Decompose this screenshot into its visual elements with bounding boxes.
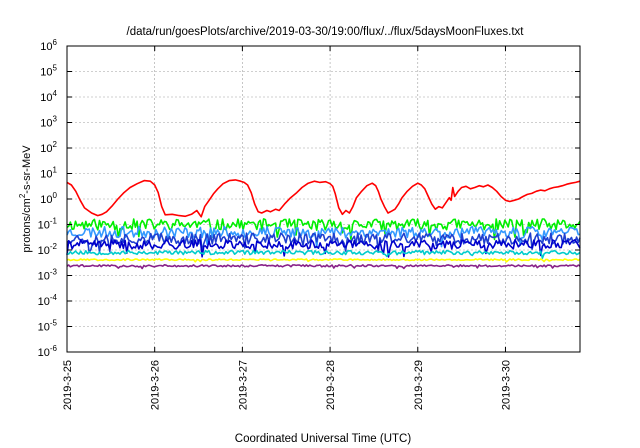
x-tick-label: 2019-3-27 — [237, 360, 249, 410]
y-tick-label: 10-3 — [38, 268, 58, 283]
y-tick-base: 10 — [40, 143, 52, 155]
y-tick-label: 102 — [40, 140, 57, 155]
y-tick-exponent: -2 — [50, 242, 58, 251]
y-tick-exponent: 3 — [53, 115, 58, 124]
y-tick-base: 10 — [38, 271, 50, 283]
y-tick-label: 100 — [40, 191, 57, 206]
x-tick-label: 2019-3-29 — [413, 360, 425, 410]
x-axis-ticks: 2019-3-25 2019-3-26 2019-3-27 2019-3-28 2019… — [62, 46, 512, 410]
y-tick-label: 104 — [40, 89, 57, 104]
y-tick-base: 10 — [38, 296, 50, 308]
y-tick-exponent: -3 — [50, 268, 58, 277]
series-line-1 — [66, 179, 581, 218]
y-tick-exponent: 6 — [53, 38, 58, 47]
y-tick-base: 10 — [40, 67, 52, 79]
y-tick-exponent: 2 — [53, 140, 58, 149]
series-line-6 — [66, 249, 581, 259]
y-axis-label-superscript: 2 — [18, 193, 27, 198]
y-tick-exponent: -6 — [50, 344, 58, 353]
y-tick-label: 105 — [40, 64, 57, 79]
y-tick-base: 10 — [38, 220, 50, 232]
series-line-7 — [66, 258, 581, 263]
x-tick-label: 2019-3-30 — [500, 360, 512, 410]
y-tick-base: 10 — [40, 169, 52, 181]
y-tick-base: 10 — [40, 92, 52, 104]
y-tick-label: 10-4 — [38, 293, 58, 308]
series-line-5 — [66, 239, 581, 258]
x-tick-label: 2019-3-26 — [150, 360, 162, 410]
y-tick-label: 10-2 — [38, 242, 58, 257]
y-tick-exponent: -4 — [50, 293, 58, 302]
y-tick-exponent: 5 — [53, 64, 58, 73]
y-tick-exponent: 0 — [53, 191, 58, 200]
y-tick-base: 10 — [40, 41, 52, 53]
y-axis-label: protons/cm2-s-sr-MeV — [18, 145, 33, 253]
y-tick-exponent: 4 — [53, 89, 58, 98]
y-tick-exponent: 1 — [53, 166, 58, 175]
y-tick-label: 106 — [40, 38, 57, 53]
y-tick-base: 10 — [40, 118, 52, 130]
x-axis-label: Coordinated Universal Time (UTC) — [235, 433, 412, 445]
chart-title: /data/run/goesPlots/archive/2019-03-30/1… — [127, 26, 525, 38]
series-layer — [66, 179, 581, 270]
y-tick-label: 10-1 — [38, 217, 58, 232]
series-line-2 — [66, 218, 581, 241]
y-tick-label: 10-5 — [38, 319, 58, 334]
y-tick-label: 10-6 — [38, 344, 58, 359]
y-tick-base: 10 — [38, 322, 50, 334]
x-tick-label: 2019-3-28 — [325, 360, 337, 410]
y-axis-ticks: 10610510410310210110010-110-210-310-410-… — [38, 38, 580, 359]
x-tick-label: 2019-3-25 — [62, 360, 74, 410]
y-tick-exponent: -5 — [50, 319, 58, 328]
series-line-8 — [66, 264, 581, 270]
y-axis-label-part1: protons/cm — [21, 198, 33, 252]
y-tick-base: 10 — [40, 194, 52, 206]
series-line-3 — [66, 225, 581, 249]
y-axis-label-part2: -s-sr-MeV — [21, 145, 33, 194]
y-tick-base: 10 — [38, 245, 50, 257]
y-tick-label: 103 — [40, 115, 57, 130]
y-tick-exponent: -1 — [50, 217, 58, 226]
y-tick-label: 101 — [40, 166, 57, 181]
series-line-4 — [66, 232, 581, 254]
y-tick-base: 10 — [38, 347, 50, 359]
